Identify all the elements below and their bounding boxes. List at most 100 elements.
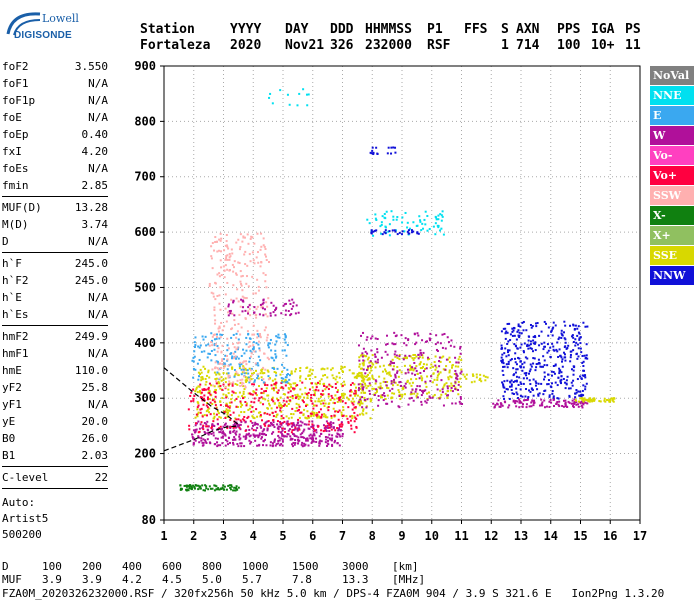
echo-point: [515, 375, 518, 378]
echo-point: [360, 375, 363, 378]
echo-point: [525, 406, 528, 409]
echo-point: [435, 366, 438, 369]
echo-point: [222, 488, 225, 491]
echo-point: [240, 326, 243, 329]
echo-point: [387, 387, 390, 390]
echo-point: [450, 339, 453, 342]
echo-point: [254, 292, 257, 295]
echo-point: [202, 438, 205, 441]
echo-point: [385, 334, 388, 337]
echo-point: [582, 321, 585, 324]
echo-point: [426, 229, 429, 232]
echo-point: [245, 282, 248, 285]
echo-point: [205, 414, 208, 417]
echo-point: [558, 372, 561, 375]
echo-point: [522, 377, 525, 380]
echo-point: [329, 424, 332, 427]
echo-point: [236, 330, 239, 333]
echo-point: [413, 333, 416, 336]
echo-point: [275, 371, 278, 374]
echo-point: [249, 237, 252, 240]
echo-point: [245, 380, 248, 383]
echo-point: [461, 402, 464, 405]
echo-point: [385, 402, 388, 405]
param-key: MUF(D): [2, 201, 42, 214]
echo-point: [264, 326, 267, 329]
echo-point: [332, 422, 335, 425]
echo-point: [232, 284, 235, 287]
echo-point: [552, 371, 555, 374]
echo-point: [535, 366, 538, 369]
echo-point: [547, 349, 550, 352]
echo-point: [368, 222, 371, 225]
echo-point: [460, 368, 463, 371]
echo-point: [270, 407, 273, 410]
echo-point: [297, 418, 300, 421]
echo-point: [234, 392, 237, 395]
echo-point: [390, 381, 393, 384]
echo-point: [386, 402, 389, 405]
echo-point: [259, 265, 262, 268]
echo-point: [581, 397, 584, 400]
echo-point: [260, 391, 263, 394]
echo-point: [394, 350, 397, 353]
echo-point: [205, 374, 208, 377]
echo-point: [563, 356, 566, 359]
echo-point: [479, 377, 482, 380]
echo-point: [404, 355, 407, 358]
echo-point: [540, 365, 543, 368]
echo-point: [312, 427, 315, 430]
echo-point: [261, 307, 264, 310]
echo-point: [269, 444, 272, 447]
echo-point: [210, 427, 213, 430]
echo-point: [280, 417, 283, 420]
echo-point: [301, 393, 304, 396]
echo-point: [574, 344, 577, 347]
echo-point: [577, 400, 580, 403]
echo-point: [578, 338, 581, 341]
echo-point: [571, 384, 574, 387]
echo-point: [179, 484, 182, 487]
echo-point: [235, 355, 238, 358]
echo-point: [246, 264, 249, 267]
echo-point: [454, 356, 457, 359]
param-row: hmF2 249.9: [2, 328, 108, 345]
echo-point: [235, 430, 238, 433]
echo-point: [408, 382, 411, 385]
echo-point: [234, 487, 237, 490]
echo-point: [576, 378, 579, 381]
echo-point: [588, 399, 591, 402]
param-key: foF2: [2, 60, 29, 73]
echo-point: [247, 310, 250, 313]
echo-point: [239, 428, 242, 431]
echo-point: [242, 365, 245, 368]
echo-point: [209, 413, 212, 416]
echo-point: [265, 301, 268, 304]
echo-point: [248, 308, 251, 311]
echo-point: [384, 232, 387, 235]
echo-point: [261, 436, 264, 439]
echo-point: [256, 305, 259, 308]
echo-point: [251, 427, 254, 430]
param-value: N/A: [88, 398, 108, 411]
echo-point: [307, 423, 310, 426]
echo-point: [528, 344, 531, 347]
echo-point: [304, 416, 307, 419]
echo-point: [270, 423, 273, 426]
echo-point: [298, 424, 301, 427]
echo-point: [234, 350, 237, 353]
echo-point: [221, 487, 224, 490]
echo-point: [459, 352, 462, 355]
echo-point: [193, 341, 196, 344]
echo-point: [296, 384, 299, 387]
x-tick-label: 6: [309, 529, 316, 543]
echo-point: [381, 233, 384, 236]
echo-point: [560, 378, 563, 381]
param-value: 13.28: [74, 201, 108, 214]
echo-point: [572, 406, 575, 409]
echo-point: [366, 398, 369, 401]
echo-point: [291, 445, 294, 448]
echo-point: [442, 233, 445, 236]
echo-point: [575, 401, 578, 404]
echo-point: [271, 357, 274, 360]
